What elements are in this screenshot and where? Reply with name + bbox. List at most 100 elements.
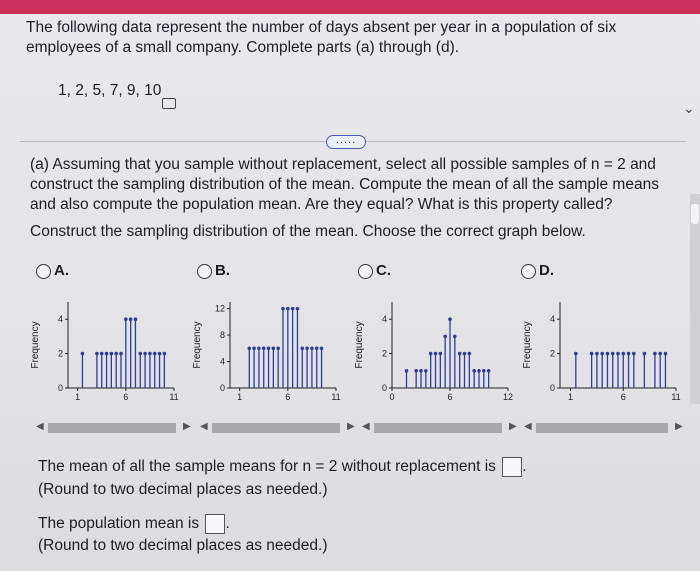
x-tick-label: 11 <box>331 392 340 402</box>
bar-cap <box>281 306 285 311</box>
bar-cap <box>286 306 290 311</box>
y-tick-label: 2 <box>382 349 387 359</box>
graph-option-b[interactable]: Frequency 12 8 4 0 1 6 11 <box>190 286 350 416</box>
bar-cap <box>128 317 133 321</box>
mean-of-means-input[interactable] <box>502 457 523 477</box>
expand-button[interactable]: ..... <box>326 135 366 149</box>
x-tick-label: 12 <box>503 392 513 402</box>
bar-cap <box>247 346 252 351</box>
graph-d-scrollbar[interactable]: ◀ ▶ <box>524 421 688 435</box>
option-a-label[interactable]: A. <box>54 262 69 279</box>
bar-cap <box>616 351 620 356</box>
option-a-radio[interactable] <box>36 264 51 279</box>
vertical-scroll-thumb[interactable] <box>691 204 699 224</box>
bar-cap <box>143 351 147 356</box>
bar-cap <box>271 346 276 351</box>
y-axis-title: Frequency <box>30 321 41 368</box>
scroll-left-icon[interactable]: ◀ <box>36 421 44 432</box>
bar-cap <box>600 351 604 356</box>
bar-cap <box>104 351 109 356</box>
bar-cap <box>152 351 157 356</box>
bar-cap <box>99 351 104 356</box>
bar-cap <box>443 334 447 339</box>
divider-left <box>20 141 326 142</box>
bar-cap <box>438 351 443 356</box>
x-tick-label: 0 <box>389 392 394 402</box>
y-tick-label: 2 <box>58 349 63 359</box>
x-tick-label: 1 <box>237 392 242 402</box>
bar-cap <box>574 351 578 356</box>
bar-cap <box>257 346 261 351</box>
top-accent-bar <box>0 0 700 14</box>
mean-of-means-text: The mean of all the sample means for n =… <box>38 458 496 476</box>
scroll-track[interactable] <box>536 423 668 433</box>
bar-cap <box>148 351 152 356</box>
bar-cap <box>621 351 626 356</box>
bar-cap <box>653 351 657 356</box>
bar-cap <box>300 346 305 351</box>
option-d-radio[interactable] <box>521 264 536 279</box>
bar-cap <box>658 351 662 356</box>
bar-cap <box>428 351 433 356</box>
bar-cap <box>414 369 418 373</box>
option-d-label[interactable]: D. <box>539 262 554 279</box>
graph-option-c[interactable]: Frequency 4 2 00 6 12 <box>352 286 522 416</box>
scroll-left-icon[interactable]: ◀ <box>362 421 370 432</box>
y-tick-label: 4 <box>382 314 387 324</box>
option-b-radio[interactable] <box>197 264 212 279</box>
y-tick-label: 4 <box>58 314 63 324</box>
bar-cap <box>605 351 610 356</box>
scroll-left-icon[interactable]: ◀ <box>200 421 208 432</box>
x-tick-label: 6 <box>123 392 128 402</box>
scroll-right-icon[interactable]: ▶ <box>675 421 683 432</box>
bar-cap <box>138 351 143 356</box>
chevron-down-icon[interactable]: ⌄ <box>683 100 695 116</box>
graph-c-scrollbar[interactable]: ◀ ▶ <box>362 421 522 435</box>
bar-cap <box>448 317 452 321</box>
option-b-label[interactable]: B. <box>215 262 230 279</box>
scroll-track[interactable] <box>48 423 176 433</box>
option-c-radio[interactable] <box>358 264 373 279</box>
y-tick-label: 0 <box>220 383 225 393</box>
period: . <box>225 515 230 533</box>
population-mean-input[interactable] <box>205 514 226 534</box>
bar-cap <box>305 346 309 351</box>
x-tick-label: 6 <box>621 392 626 402</box>
scroll-track[interactable] <box>374 423 502 433</box>
bar-cap <box>626 351 631 356</box>
graph-a-scrollbar[interactable]: ◀ ▶ <box>36 421 196 435</box>
bar-cap <box>162 351 167 356</box>
bar-cap <box>404 369 409 373</box>
bar-cap <box>276 346 280 351</box>
option-c-label[interactable]: C. <box>376 262 391 279</box>
x-tick-label: 1 <box>568 392 573 402</box>
bar-cap <box>472 369 476 373</box>
bar-cap <box>252 346 256 351</box>
bar-cap <box>482 369 486 373</box>
bar-cap <box>477 369 481 373</box>
vertical-scrollbar[interactable] <box>690 194 700 404</box>
y-tick-label: 8 <box>220 330 225 340</box>
graph-option-a[interactable]: Frequency 4 2 0 1 6 11 <box>28 286 188 416</box>
part-a-question: (a) Assuming that you sample without rep… <box>30 156 659 213</box>
bar-cap <box>642 351 647 356</box>
scroll-left-icon[interactable]: ◀ <box>524 421 532 432</box>
scroll-right-icon[interactable]: ▶ <box>347 421 355 432</box>
period: . <box>522 458 527 476</box>
graph-b-scrollbar[interactable]: ◀ ▶ <box>200 421 360 435</box>
scroll-right-icon[interactable]: ▶ <box>183 421 191 432</box>
copy-data-icon[interactable] <box>162 98 176 109</box>
bar-cap <box>610 351 615 356</box>
graph-option-d[interactable]: Frequency 4 2 0 1 6 11 <box>520 286 690 416</box>
mean-of-means-prompt: The mean of all the sample means for n =… <box>38 457 527 477</box>
bar-cap <box>589 351 594 356</box>
bar-cap <box>457 351 462 356</box>
bar-cap <box>486 369 491 373</box>
divider-right <box>366 141 686 142</box>
bar-cap <box>109 351 114 356</box>
scroll-right-icon[interactable]: ▶ <box>509 421 517 432</box>
bar-cap <box>80 351 85 356</box>
scroll-track[interactable] <box>212 423 340 433</box>
population-mean-prompt: The population mean is . <box>38 514 230 534</box>
y-axis-title: Frequency <box>192 321 203 368</box>
